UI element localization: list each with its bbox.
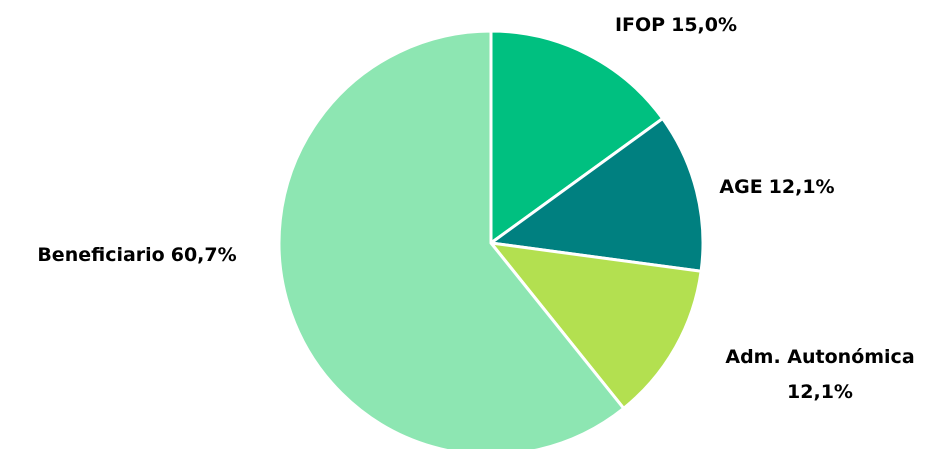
data-label: AGE 12,1%: [719, 176, 834, 198]
label-category: IFOP: [615, 14, 665, 36]
data-label: Beneficiario 60,7%: [37, 244, 236, 266]
label-value: 15,0%: [671, 14, 737, 36]
data-label: IFOP 15,0%: [615, 14, 737, 36]
label-value: 12,1%: [769, 176, 835, 198]
label-category: Beneficiario: [37, 244, 164, 266]
pie-slice: [489, 29, 665, 246]
data-label: Adm. Autonómica 12,1%: [725, 346, 914, 403]
label-category: AGE: [719, 176, 762, 198]
label-category: Adm. Autonómica: [725, 346, 914, 368]
pie-slice: [277, 29, 626, 453]
label-value: 12,1%: [787, 381, 853, 403]
label-value: 60,7%: [171, 244, 237, 266]
pie-slice: [487, 241, 703, 411]
pie-slice: [487, 116, 705, 273]
